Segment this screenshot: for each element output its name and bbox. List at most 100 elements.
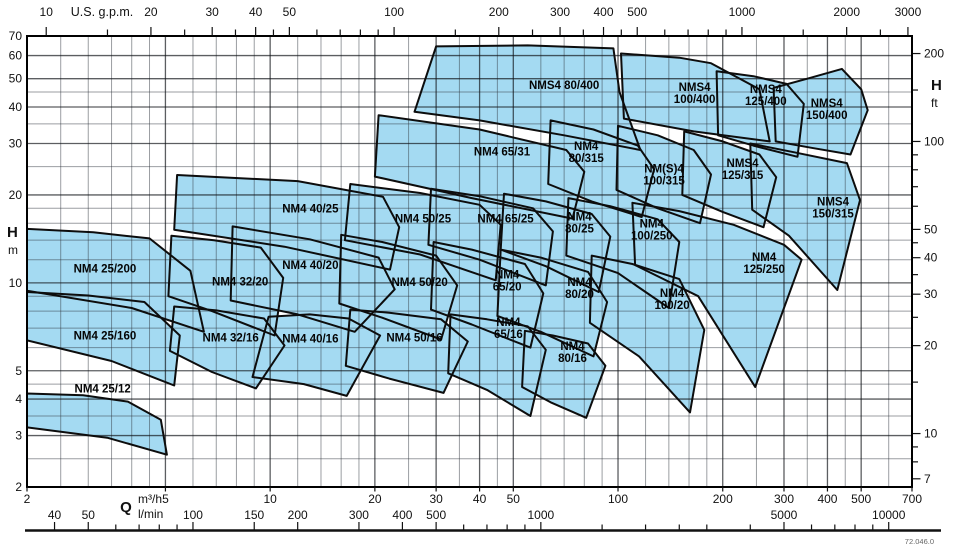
left-tick-label: 60 bbox=[9, 49, 23, 63]
envelope-label-nm4-65-25: NM4 65/25 bbox=[477, 214, 534, 226]
top-tick-label: 1000 bbox=[729, 5, 756, 19]
lmin-tick-label: 5000 bbox=[771, 508, 798, 522]
left-tick-label: 4 bbox=[15, 392, 22, 406]
bottom-m3h-label: 500 bbox=[851, 492, 871, 506]
envelope-outline-nms4-125-400 bbox=[715, 70, 805, 158]
left-tick-label: 50 bbox=[9, 72, 23, 86]
envelope-label-nm4-25-12: NM4 25/12 bbox=[75, 383, 131, 395]
bottom-m3h-label: 40 bbox=[473, 492, 487, 506]
envelope-label-nm-s-4-100-315: NM(S)4 100/315 bbox=[643, 163, 685, 187]
envelope-outline-nms4-150-400 bbox=[772, 67, 869, 156]
left-tick-label: 3 bbox=[15, 429, 22, 443]
envelope-outline-nm4-80-16 bbox=[521, 329, 607, 419]
envelope-outline-nm4-50-20 bbox=[338, 233, 459, 341]
bottom-m3h-label: 700 bbox=[902, 492, 922, 506]
lmin-tick-label: 500 bbox=[426, 508, 446, 522]
envelope-outline-nm4-25-12 bbox=[27, 392, 168, 456]
envelope-label-nm4-80-25: NM4 80/25 bbox=[565, 211, 594, 235]
envelope-fill-nm4-50-20 bbox=[339, 234, 458, 340]
left-tick-label: 20 bbox=[9, 188, 23, 202]
right-tick-label: 20 bbox=[924, 339, 938, 353]
top-tick-label: 300 bbox=[550, 5, 570, 19]
lmin-tick-label: 150 bbox=[244, 508, 264, 522]
envelope-label-nm4-40-20: NM4 40/20 bbox=[282, 260, 338, 272]
envelope-outline-nm4-65-25 bbox=[427, 187, 554, 287]
envelope-label-nm4-50-16: NM4 50/16 bbox=[386, 332, 442, 344]
envelope-label-nm4-40-16: NM4 40/16 bbox=[282, 333, 338, 345]
envelope-outline-nms4-80-400 bbox=[413, 44, 642, 151]
envelope-fill-nm4-125-250 bbox=[632, 202, 802, 387]
left-tick-label: 2 bbox=[15, 480, 22, 494]
drawing-code: 72.046.0 bbox=[905, 537, 934, 546]
envelope-fill-nms4-150-400 bbox=[773, 68, 868, 155]
envelope-label-nm4-50-20: NM4 50/20 bbox=[392, 277, 448, 289]
lmin-tick-label: 300 bbox=[349, 508, 369, 522]
right-tick-label: 200 bbox=[924, 47, 944, 61]
lmin-tick-label: 40 bbox=[48, 508, 62, 522]
envelope-label-nm4-80-315: NM4 80/315 bbox=[569, 141, 605, 165]
envelope-fill-nms4-150-315 bbox=[750, 143, 860, 290]
envelope-label-nm4-100-20: NM4 100/20 bbox=[654, 288, 689, 312]
envelope-label-nms4-125-315: NMS4 125/315 bbox=[722, 158, 764, 182]
envelope-outline-nms4-125-315 bbox=[681, 130, 778, 229]
pump-envelope-outlines bbox=[27, 44, 869, 456]
axis-left-meters: 70 60 50 40 30 20 10 5 4 3 2 Hm bbox=[7, 29, 22, 494]
envelope-label-nm4-80-16: NM4 80/16 bbox=[558, 341, 587, 365]
bottom-m3h-label: 100 bbox=[608, 492, 628, 506]
left-tick-label: 10 bbox=[9, 276, 23, 290]
envelope-outline-nm4-32-20 bbox=[167, 234, 285, 337]
top-tick-label: 400 bbox=[594, 5, 614, 19]
top-tick-label: 40 bbox=[249, 5, 263, 19]
envelope-label-nm4-65-20: NM4 65/20 bbox=[493, 269, 522, 293]
bottom-m3h-label: 20 bbox=[368, 492, 382, 506]
axis-top-usgpm: 10 20 30 40 50 100 200 300 400 500 1000 2000 3000 U.S… bbox=[40, 5, 922, 36]
envelope-outline-nm4-40-16 bbox=[251, 313, 382, 397]
lmin-tick-label: 400 bbox=[392, 508, 412, 522]
top-tick-label: 30 bbox=[206, 5, 220, 19]
envelope-label-nm4-40-25: NM4 40/25 bbox=[282, 203, 339, 215]
right-tick-label: 10 bbox=[924, 427, 938, 441]
left-tick-label: 30 bbox=[9, 136, 23, 150]
envelope-label-nms4-100-400: NMS4 100/400 bbox=[674, 82, 716, 106]
envelope-fill-nms4-80-400 bbox=[414, 45, 641, 150]
lmin-tick-label: 100 bbox=[183, 508, 203, 522]
right-axis-unit: ft bbox=[931, 96, 938, 110]
envelope-label-nm4-125-250: NM4 125/250 bbox=[743, 252, 785, 276]
top-tick-label: 100 bbox=[384, 5, 404, 19]
envelope-outline-nm4-25-200 bbox=[27, 227, 205, 333]
lmin-tick-label: 1000 bbox=[527, 508, 554, 522]
left-axis-symbol: H bbox=[7, 224, 18, 241]
lmin-tick-label: 50 bbox=[82, 508, 96, 522]
left-tick-label: 40 bbox=[9, 100, 23, 114]
envelope-label-nm4-100-250: NM4 100/250 bbox=[631, 219, 673, 243]
envelope-outline-nm4-25-160 bbox=[27, 291, 181, 387]
envelope-label-nm4-80-20: NM4 80/20 bbox=[565, 277, 594, 301]
right-tick-label: 50 bbox=[924, 222, 938, 236]
envelope-outline-nm-s-4-100-315 bbox=[615, 124, 712, 225]
axis-right-feet: 200 100 50 40 30 20 10 7 Hft bbox=[913, 47, 944, 486]
envelope-outline-nm4-40-25 bbox=[173, 174, 401, 271]
envelope-label-nm4-25-160: NM4 25/160 bbox=[74, 331, 137, 343]
left-tick-label: 5 bbox=[15, 364, 22, 378]
envelope-outline-nms4-100-400 bbox=[620, 52, 771, 143]
top-tick-label: 200 bbox=[489, 5, 509, 19]
envelope-outline-nm4-50-16 bbox=[344, 308, 469, 394]
bottom-m3h-label: 10 bbox=[263, 492, 277, 506]
envelope-outline-nm4-100-250 bbox=[565, 197, 681, 309]
envelope-outline-nm4-65-16 bbox=[447, 313, 547, 417]
envelope-outline-nm4-32-16 bbox=[168, 305, 286, 390]
envelope-outline-nm4-65-20 bbox=[430, 241, 545, 349]
envelope-fill-nm4-25-12 bbox=[27, 393, 167, 455]
plot-frame bbox=[26, 35, 913, 488]
envelope-label-nm4-50-25: NM4 50/25 bbox=[395, 214, 452, 226]
envelope-outline-nm4-80-315 bbox=[547, 119, 656, 218]
envelope-label-nm4-32-16: NM4 32/16 bbox=[203, 332, 259, 344]
top-tick-label: 20 bbox=[144, 5, 158, 19]
envelope-label-nm4-65-16: NM4 65/16 bbox=[494, 317, 523, 341]
axis-bottom-m3h: 2 5 10 20 30 40 50 100 200 300 400 500 700 Q m³/hl/min bbox=[24, 487, 922, 521]
flow-axis-unit-lmin: l/min bbox=[138, 507, 163, 521]
bottom-m3h-label: 30 bbox=[429, 492, 443, 506]
top-tick-label: 10 bbox=[40, 5, 54, 19]
right-tick-label: 40 bbox=[924, 251, 938, 265]
